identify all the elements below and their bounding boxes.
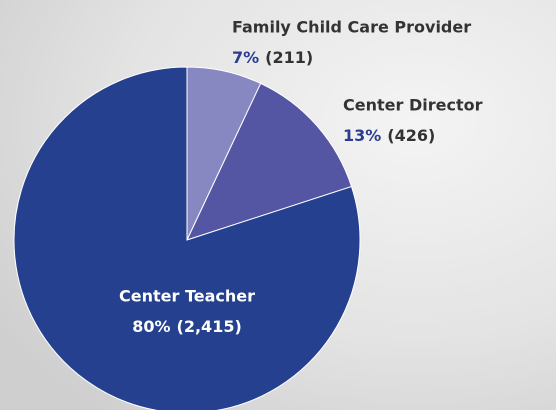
count-label: (2,415) <box>177 317 242 336</box>
page: {"chart_data": {"type": "pie", "categori… <box>0 0 556 410</box>
slice-label: Center Teacher <box>119 287 255 306</box>
chart: Family Child Care Provider 7% (211) Center … <box>0 0 556 410</box>
percent-label: 80% <box>132 317 170 336</box>
slice-value: 13% (426) <box>343 126 435 145</box>
slice-label: Center Director <box>343 96 483 115</box>
percent-label: 7% <box>232 48 259 67</box>
slice-value: 80% (2,415) <box>132 317 242 336</box>
slice-value: 7% (211) <box>232 48 313 67</box>
slice-label: Family Child Care Provider <box>232 18 471 37</box>
percent-label: 13% <box>343 126 381 145</box>
count-label: (211) <box>265 48 313 67</box>
count-label: (426) <box>387 126 435 145</box>
